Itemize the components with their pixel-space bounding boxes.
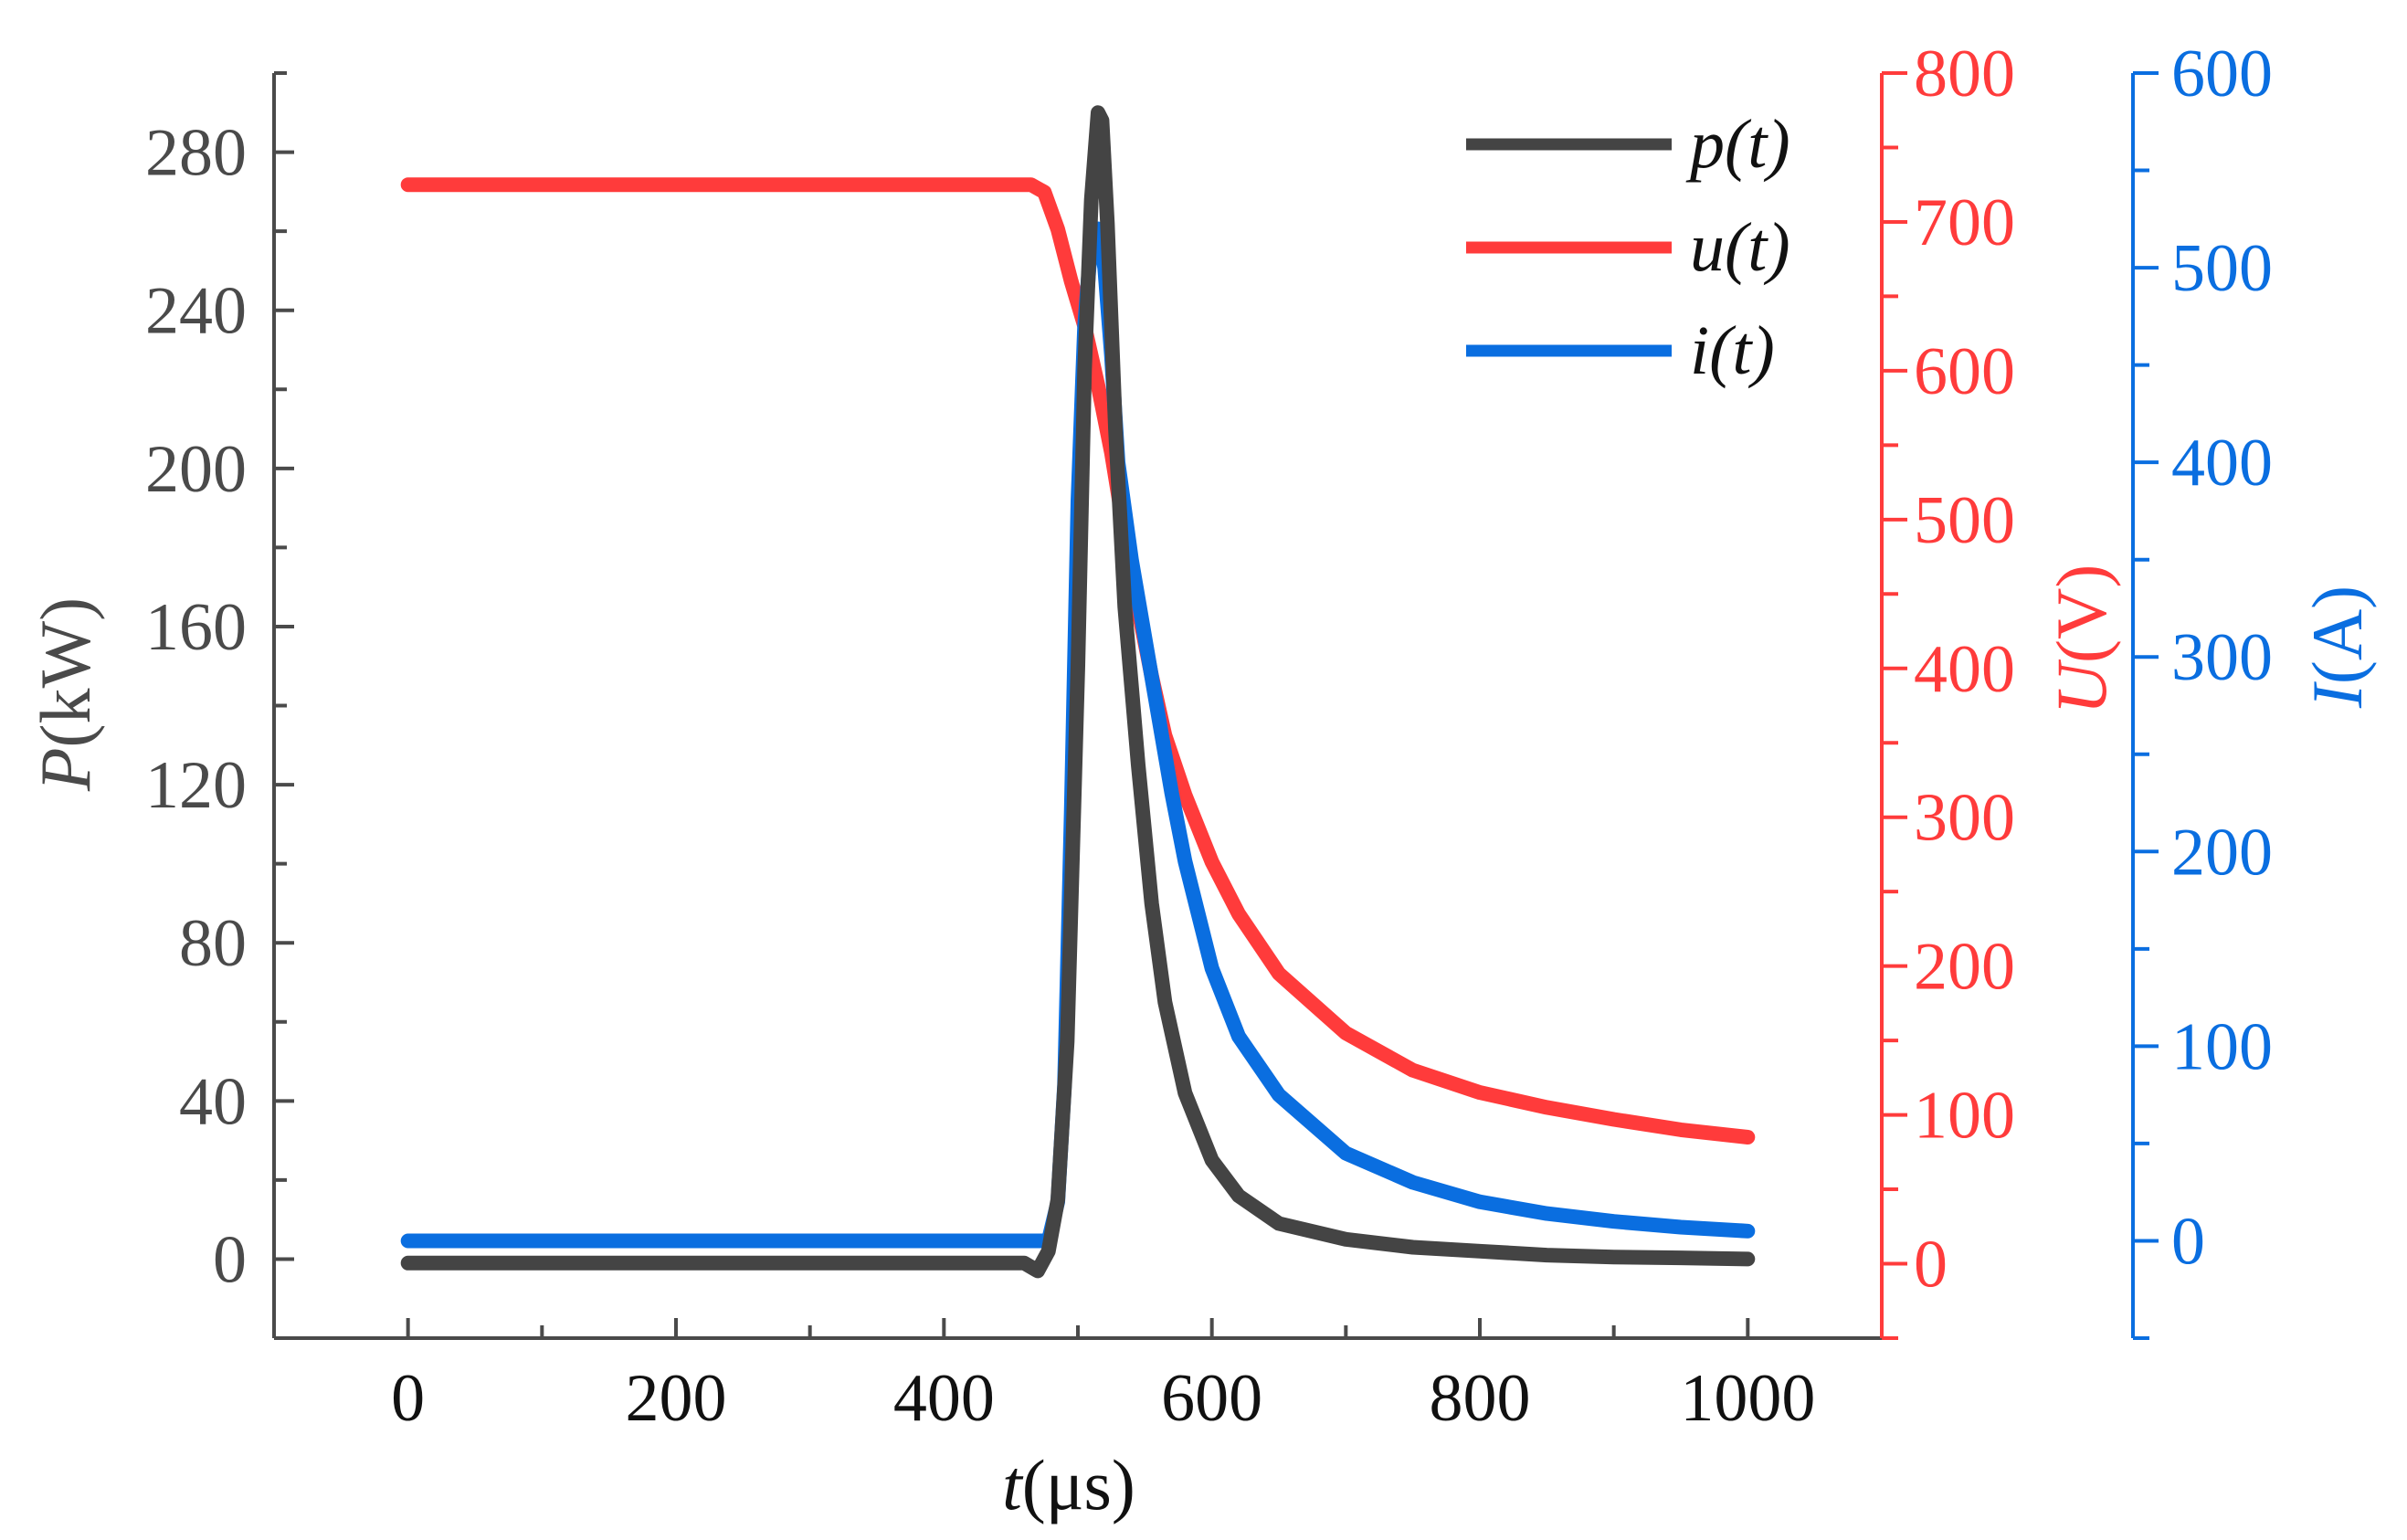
left-y-tick-label: 240 <box>145 274 247 349</box>
left-y-tick-label: 120 <box>145 748 247 823</box>
legend: p(t) u(t) i(t) <box>1466 106 1790 389</box>
current-tick-label: 0 <box>2171 1204 2205 1279</box>
x-tick-label: 800 <box>1430 1361 1531 1436</box>
voltage-tick-label: 400 <box>1914 632 2015 707</box>
legend-label-p: p(t) <box>1685 106 1790 183</box>
voltage-tick-label: 300 <box>1914 781 2015 856</box>
left-y-tick-label: 40 <box>179 1064 247 1139</box>
x-axis-title: t(μs) <box>1002 1445 1135 1524</box>
left-y-tick-label: 80 <box>179 906 247 981</box>
x-tick-label: 1000 <box>1680 1361 1815 1436</box>
current-tick-label: 500 <box>2171 231 2273 306</box>
left-y-tick-label: 200 <box>145 432 247 507</box>
current-tick-label: 600 <box>2171 37 2273 111</box>
x-tick-label: 200 <box>626 1361 727 1436</box>
voltage-tick-label: 800 <box>1914 37 2015 111</box>
series-pt-line <box>400 105 1756 1279</box>
voltage-axis-title: U(V) <box>2042 564 2121 715</box>
current-tick-label: 400 <box>2171 426 2273 501</box>
voltage-tick-label: 600 <box>1914 334 2015 409</box>
axes-layer: 0 200 400 600 800 100004080120160200240280010… <box>145 37 2273 1436</box>
left-y-axis-title: P(kW) <box>26 597 105 792</box>
voltage-tick-label: 100 <box>1914 1079 2015 1154</box>
left-y-tick-label: 0 <box>213 1222 247 1297</box>
left-y-tick-label: 160 <box>145 590 247 665</box>
current-axis-title: I(A) <box>2297 585 2377 709</box>
legend-label-i: i(t) <box>1690 312 1775 389</box>
x-tick-label: 0 <box>391 1361 425 1436</box>
current-tick-label: 100 <box>2171 1009 2273 1084</box>
left-y-tick-label: 280 <box>145 116 247 191</box>
voltage-tick-label: 500 <box>1914 483 2015 558</box>
voltage-tick-label: 200 <box>1914 930 2015 1005</box>
plot-area <box>400 105 1756 1279</box>
voltage-tick-label: 700 <box>1914 185 2015 260</box>
x-tick-label: 400 <box>893 1361 995 1436</box>
legend-label-u: u(t) <box>1690 209 1790 286</box>
x-tick-label: 600 <box>1161 1361 1262 1436</box>
voltage-tick-label: 0 <box>1914 1228 1948 1303</box>
current-tick-label: 300 <box>2171 620 2273 695</box>
current-tick-label: 200 <box>2171 815 2273 890</box>
